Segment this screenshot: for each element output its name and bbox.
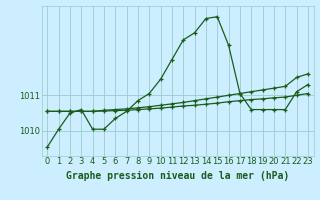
X-axis label: Graphe pression niveau de la mer (hPa): Graphe pression niveau de la mer (hPa)	[66, 171, 289, 181]
